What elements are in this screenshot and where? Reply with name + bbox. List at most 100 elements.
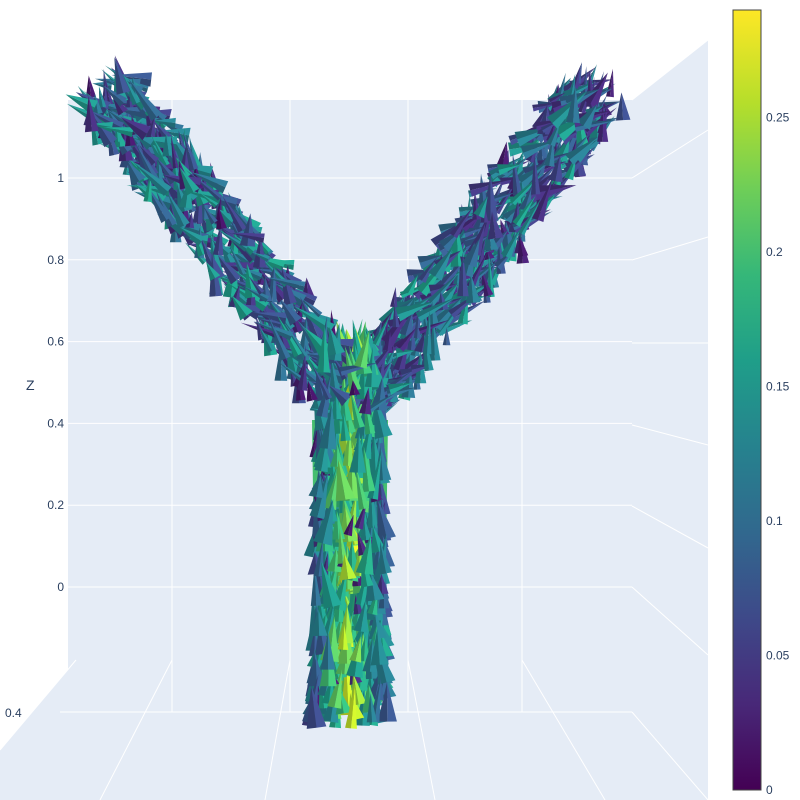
cone — [139, 145, 160, 166]
grid-floor — [407, 659, 436, 800]
cone — [114, 57, 131, 95]
cone — [365, 571, 385, 602]
cone — [132, 161, 172, 196]
cone — [343, 514, 354, 537]
cone — [199, 192, 219, 208]
cone — [606, 68, 614, 98]
cone — [615, 92, 631, 121]
cone — [462, 238, 480, 268]
cone — [103, 127, 134, 138]
cone — [84, 96, 99, 133]
cone — [306, 685, 327, 729]
grid-right-wall — [631, 39, 709, 101]
cone — [251, 252, 270, 263]
cone — [500, 229, 520, 259]
cone — [310, 608, 328, 637]
cone — [178, 226, 205, 246]
cone — [203, 206, 218, 225]
cone — [212, 221, 224, 256]
cone — [337, 528, 349, 564]
colorbar-gradient — [732, 9, 762, 791]
cone — [417, 255, 443, 270]
cone — [326, 326, 346, 357]
z-axis-title: Z — [26, 377, 35, 393]
cone — [418, 256, 438, 284]
cone — [243, 286, 270, 303]
cone — [306, 380, 318, 402]
cone — [520, 141, 553, 160]
floor-tick-label: 0.4 — [5, 706, 22, 720]
cone — [120, 117, 151, 141]
cone — [488, 253, 495, 298]
z-tick-label: 0.6 — [47, 335, 64, 349]
grid-floor — [264, 659, 291, 800]
cone — [329, 385, 352, 407]
cone — [179, 167, 200, 196]
cone — [359, 387, 372, 415]
floor-plane — [0, 660, 708, 800]
grid-floor — [99, 659, 173, 800]
colorbar-ticks: 0 0.05 0.1 0.15 0.2 0.25 — [766, 111, 790, 797]
cone — [355, 535, 374, 575]
cone-field — [65, 55, 631, 729]
grid-right-wall — [631, 505, 709, 549]
cone — [355, 465, 369, 510]
cone — [387, 382, 413, 395]
colorbar-tick-label: 0.25 — [766, 111, 790, 125]
cone — [576, 103, 598, 130]
cone — [316, 325, 331, 373]
cone — [321, 561, 342, 609]
cone — [349, 636, 362, 663]
cone — [222, 196, 247, 233]
cone — [128, 78, 162, 121]
grid-right-wall — [631, 586, 709, 656]
cone — [206, 262, 221, 281]
cone — [310, 361, 333, 401]
cone — [457, 252, 469, 297]
z-tick-label: 0.2 — [47, 498, 64, 512]
cone — [337, 624, 349, 650]
cone — [127, 161, 146, 185]
cone — [422, 310, 432, 355]
cone — [518, 197, 542, 236]
cone — [102, 85, 127, 107]
cone — [366, 693, 377, 723]
cone — [349, 380, 360, 396]
cone — [566, 85, 580, 124]
z-tick-label: 1 — [57, 171, 64, 185]
cone — [548, 155, 563, 183]
cone — [512, 195, 536, 227]
cone — [353, 598, 368, 633]
cone — [183, 132, 199, 171]
z-tick-label: 0.8 — [47, 253, 64, 267]
cone — [231, 295, 253, 321]
cone — [372, 314, 391, 347]
cone — [230, 233, 265, 243]
cone — [339, 362, 379, 376]
cone — [487, 211, 504, 240]
z-axis-ticks: 0 0.2 0.4 0.6 0.8 1 — [47, 171, 64, 594]
cone — [248, 276, 265, 295]
cone — [296, 360, 308, 391]
cone — [362, 446, 376, 493]
cone — [318, 403, 337, 450]
cone — [331, 510, 346, 540]
colorbar-tick-label: 0.15 — [766, 380, 790, 394]
cone — [565, 137, 598, 166]
cone — [428, 248, 453, 281]
cone — [427, 271, 460, 306]
cone — [349, 431, 366, 473]
cone — [395, 302, 431, 322]
cone — [366, 393, 395, 414]
cone — [320, 632, 336, 670]
cone — [517, 235, 529, 258]
cone — [167, 192, 190, 229]
grid-right-wall — [631, 424, 709, 446]
cone — [403, 274, 418, 296]
cone — [395, 327, 417, 352]
cone — [264, 276, 306, 291]
cone — [395, 348, 415, 358]
cone — [228, 243, 246, 276]
cone — [293, 305, 335, 335]
